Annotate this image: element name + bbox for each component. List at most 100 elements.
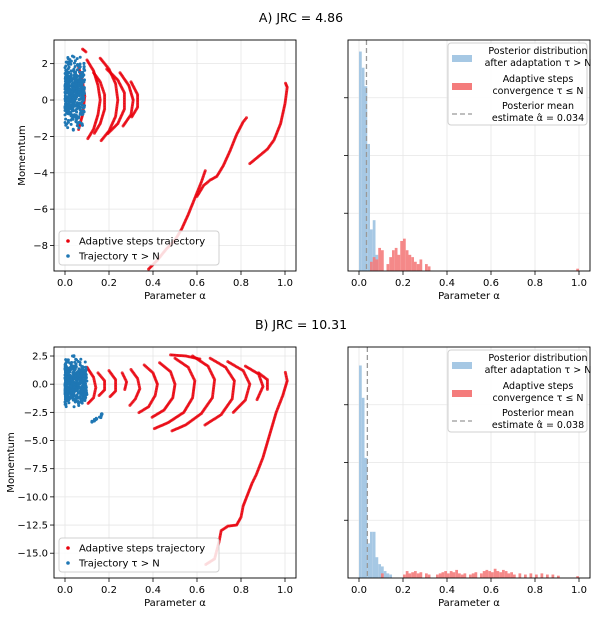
axes-frame: [347, 39, 591, 272]
adaptive-point: [203, 423, 207, 427]
trajectory-point: [77, 126, 81, 130]
x-axis-label: Parameter α: [438, 598, 500, 609]
trajectory-point: [69, 122, 73, 126]
adaptive-bar: [540, 573, 544, 578]
axes-frame: [53, 346, 297, 579]
trajectory-point: [76, 106, 80, 110]
trajectory-point: [72, 391, 76, 395]
legend-label-adaptive: convergence τ ≤ N: [492, 86, 583, 97]
trajectory-point: [82, 61, 86, 65]
legend-label-posterior: after adaptation τ > N: [485, 365, 592, 376]
adaptive-point: [108, 395, 112, 399]
trajectory-point: [90, 420, 94, 424]
legend-marker-trajectory: [66, 561, 70, 565]
trajectory-point: [82, 65, 86, 69]
trajectory-point: [75, 388, 79, 392]
adaptive-bar: [427, 266, 431, 271]
adaptive-bar: [411, 572, 414, 578]
trajectory-point: [83, 68, 87, 72]
trajectory-point: [100, 412, 104, 416]
adaptive-bar: [403, 238, 406, 271]
trajectory-point: [97, 415, 101, 419]
adaptive-bar: [441, 572, 445, 578]
trajectory-point: [63, 66, 67, 70]
y-tick-label: −12.5: [17, 521, 48, 532]
adaptive-bar: [392, 250, 395, 271]
adaptive-bar: [557, 575, 560, 578]
adaptive-point: [265, 387, 269, 391]
trajectory-point: [80, 401, 84, 405]
legend-box: [447, 42, 588, 126]
trajectory-point: [83, 389, 87, 393]
adaptive-bar: [394, 247, 398, 271]
trajectory-point: [70, 90, 74, 94]
trajectory-point: [76, 384, 80, 388]
trajectory-point: [80, 389, 84, 393]
trajectory-point: [74, 93, 78, 97]
trajectory-point: [74, 377, 78, 381]
trajectory-point: [81, 365, 85, 369]
trajectory-point: [70, 109, 74, 113]
trajectory-point: [65, 80, 69, 84]
trajectory-point: [63, 382, 67, 386]
trajectory-point: [71, 117, 75, 121]
posterior-bar: [383, 571, 387, 578]
legend-label-mean: estimate α̂ = 0.038: [492, 420, 584, 431]
adaptive-bar: [378, 247, 381, 271]
adaptive-bar: [546, 574, 549, 578]
adaptive-bar: [518, 573, 522, 578]
adaptive-bar: [496, 571, 500, 578]
trajectory-point: [68, 103, 72, 107]
adaptive-bar: [403, 574, 406, 578]
trajectory-point: [82, 374, 86, 378]
trajectory-point: [66, 126, 70, 130]
legend-label-adaptive: Adaptive steps: [503, 381, 574, 392]
posterior-bar: [372, 220, 376, 271]
trajectory-point: [72, 405, 76, 409]
trajectory-point: [73, 360, 77, 364]
adaptive-bar: [370, 261, 373, 271]
adaptive-point: [84, 50, 88, 54]
trajectory-point: [73, 108, 77, 112]
adaptive-bar: [416, 573, 420, 578]
trajectory-point: [64, 393, 68, 397]
adaptive-bar: [408, 254, 412, 271]
trajectory-point: [80, 109, 84, 113]
trajectory-point: [72, 354, 76, 358]
trajectory-point: [68, 58, 72, 62]
trajectory-point: [67, 65, 71, 69]
panel-a-histogram: 0.0 0.2 0.4 0.6 0.8 1.0 Parameter α Posterior d…: [344, 39, 592, 302]
legend-label-posterior: after adaptation τ > N: [485, 58, 592, 69]
trajectory-point: [64, 95, 68, 99]
adaptive-point: [121, 124, 125, 128]
trajectory-point: [76, 74, 80, 78]
x-tick-label: 0.2: [101, 278, 117, 289]
y-axis-label: Momemtum: [6, 432, 17, 492]
x-tick-label: 0.0: [351, 585, 367, 596]
adaptive-bar: [411, 257, 414, 271]
trajectory-point: [83, 399, 87, 403]
legend-label-adaptive: Adaptive steps trajectory: [79, 544, 205, 555]
trajectory-point: [69, 62, 73, 66]
y-tick-label: −5.0: [24, 436, 48, 447]
legend-marker-trajectory: [66, 254, 70, 258]
legend-label-mean: Posterior mean: [502, 101, 574, 112]
trajectory-point: [72, 86, 76, 90]
posterior-bar: [367, 543, 370, 578]
trajectory-point: [64, 117, 68, 121]
legend-label-posterior: Posterior distribution: [488, 46, 587, 57]
adaptive-point: [255, 398, 259, 402]
posterior-bar: [359, 51, 362, 271]
x-tick-label: 1.0: [571, 278, 587, 289]
trajectory-point: [66, 119, 70, 123]
adaptive-point: [231, 410, 235, 414]
trajectory-point: [73, 84, 77, 88]
adaptive-point: [152, 427, 156, 431]
trajectory-point: [65, 60, 69, 64]
legend-box: [58, 537, 220, 573]
adaptive-bar: [535, 574, 538, 578]
adaptive-bar: [400, 240, 403, 271]
trajectory-point: [75, 102, 79, 106]
x-tick-label: 1.0: [277, 585, 293, 596]
